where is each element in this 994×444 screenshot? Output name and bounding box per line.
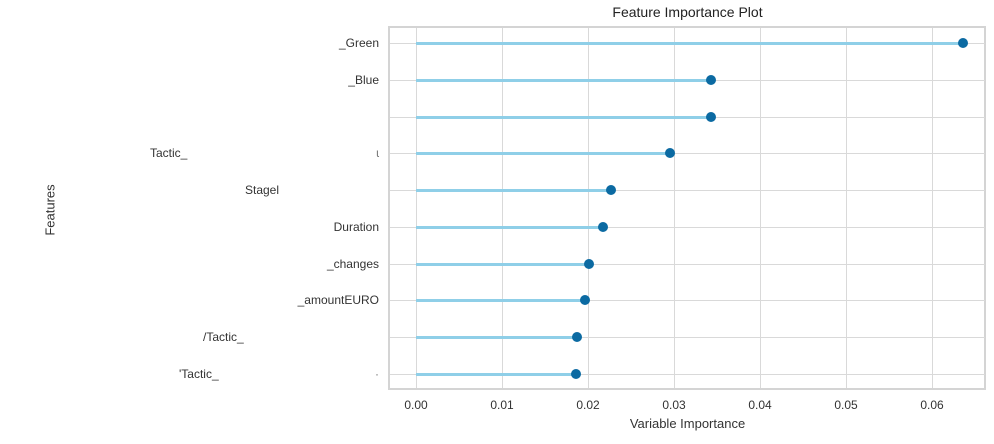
h-gridline	[390, 374, 985, 375]
lollipop-dot	[957, 38, 968, 48]
x-tick-label: 0.04	[748, 398, 772, 412]
lollipop-stem	[416, 116, 711, 119]
h-gridline	[390, 264, 985, 265]
x-tick-label: 0.06	[920, 398, 944, 412]
y-tick-label-right: _Green	[338, 36, 379, 50]
lollipop-stem	[416, 263, 589, 266]
y-tick-label-right: _amountEURO	[297, 293, 379, 307]
v-gridline	[416, 28, 417, 388]
x-tick-label: 0.02	[576, 398, 600, 412]
x-tick-label: 0.05	[834, 398, 858, 412]
h-gridline	[390, 337, 985, 338]
x-tick-label: 0.00	[404, 398, 428, 412]
y-tick-label-left: Tactic_	[150, 146, 188, 160]
lollipop-stem	[416, 373, 576, 376]
v-gridline	[588, 28, 589, 388]
lollipop-stem	[416, 152, 670, 155]
y-tick-label-left: Stagel	[245, 183, 280, 197]
v-gridline	[932, 28, 933, 388]
y-tick-label-left: 'Tactic_	[179, 367, 219, 381]
x-axis-label: Variable Importance	[629, 416, 746, 431]
lollipop-dot	[583, 259, 594, 269]
y-tick-label-left: /Tactic_	[203, 330, 244, 344]
v-gridline	[760, 28, 761, 388]
h-gridline	[390, 153, 985, 154]
v-gridline	[846, 28, 847, 388]
lollipop-dot	[664, 148, 675, 158]
lollipop-dot	[570, 369, 581, 379]
y-tick-label-right: _Blue	[348, 73, 379, 87]
y-tick-label-right: Duration	[333, 220, 379, 234]
lollipop-dot	[579, 295, 590, 305]
lollipop-dot	[705, 75, 716, 85]
lollipop-dot	[606, 185, 617, 195]
plot-area	[388, 26, 986, 390]
h-gridline	[390, 227, 985, 228]
h-gridline	[390, 190, 985, 191]
y-tick-label-right: _changes	[326, 257, 379, 271]
y-tick-label-right: ɩ	[376, 146, 379, 160]
lollipop-stem	[416, 299, 585, 302]
v-gridline	[674, 28, 675, 388]
y-tick-label-right: ·	[375, 367, 379, 381]
chart-title: Feature Importance Plot	[612, 4, 763, 20]
y-axis-label: Features	[42, 184, 58, 236]
lollipop-stem	[416, 226, 603, 229]
x-tick-label: 0.01	[490, 398, 514, 412]
lollipop-stem	[416, 336, 577, 339]
lollipop-stem	[416, 79, 711, 82]
x-tick-label: 0.03	[662, 398, 686, 412]
lollipop-stem	[416, 42, 963, 45]
h-gridline	[390, 300, 985, 301]
lollipop-stem	[416, 189, 612, 192]
lollipop-dot	[571, 332, 582, 342]
lollipop-dot	[597, 222, 608, 232]
v-gridline	[502, 28, 503, 388]
lollipop-dot	[705, 112, 716, 122]
